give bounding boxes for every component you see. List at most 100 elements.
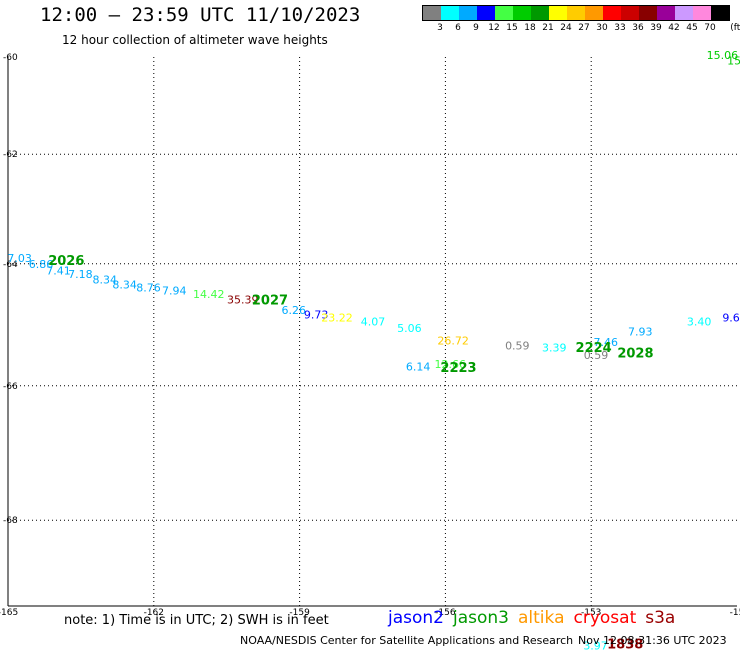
wave-height-value: 7.41 (46, 264, 71, 277)
latitude-labels: -60-62-64-66-68-70 (3, 53, 18, 526)
page-title: 12:00 – 23:59 UTC 11/10/2023 (40, 4, 361, 26)
lon-label: -159 (289, 608, 310, 618)
wave-height-value: 15 (727, 55, 740, 68)
map-grid (8, 57, 737, 606)
pass-id-label: 2026 (48, 254, 84, 269)
legend-swatch (477, 6, 495, 20)
wave-height-value: 12.66 (435, 358, 467, 371)
satellite-name: jason2 (388, 608, 444, 628)
satellite-legend: jason2 jason3 altika cryosat s3a (388, 608, 684, 628)
legend-swatch (549, 6, 567, 20)
footer-note: note: 1) Time is in UTC; 2) SWH is in fe… (64, 613, 329, 628)
satellite-name: cryosat (573, 608, 637, 628)
legend-swatch (621, 6, 639, 20)
legend-swatch (675, 6, 693, 20)
legend-swatch (585, 6, 603, 20)
wave-height-value: 6.86 (29, 258, 54, 271)
lat-label: -62 (3, 150, 18, 160)
wave-height-labels: 7.036.867.417.18 8.348.34 8.76 7.94 14.42 35.… (7, 49, 740, 650)
legend-label: 21 (542, 23, 554, 33)
wave-height-value: 4.07 (361, 316, 386, 329)
legend-swatch (459, 6, 477, 20)
legend-label: 12 (488, 23, 500, 33)
legend-label: 24 (560, 23, 572, 33)
legend-swatch (657, 6, 675, 20)
legend-swatch (441, 6, 459, 20)
wave-height-value: 0.59 (584, 349, 609, 362)
legend-label: 45 (686, 23, 698, 33)
legend-swatch (531, 6, 549, 20)
footer-credit: NOAA/NESDIS Center for Satellite Applica… (240, 634, 574, 647)
lon-label: -15 (730, 608, 740, 618)
pass-id-labels: 2026 2027 2223 2224 2028 1838 (48, 254, 653, 650)
pass-id-label: 2224 (576, 341, 612, 356)
wave-height-value: 8.34 (92, 274, 117, 287)
wave-height-value: 3.40 (687, 316, 712, 329)
longitude-labels: -165 -162 -159 -156 -153 -15 (0, 608, 740, 618)
legend-label: 15 (506, 23, 518, 33)
lat-label: -64 (3, 260, 18, 270)
wave-height-value: 23.22 (321, 311, 353, 324)
wave-height-value: 7.18 (68, 268, 93, 281)
wave-height-value: 3.97 (583, 639, 608, 650)
lat-label: -60 (3, 53, 18, 63)
wave-height-value: 0.59 (505, 340, 530, 353)
legend-label: 6 (455, 23, 461, 33)
legend-label: 18 (524, 23, 536, 33)
pass-id-label: 1838 (607, 637, 643, 650)
lon-label: -153 (581, 608, 601, 618)
legend-label: 3 (437, 23, 443, 33)
legend-label: 9 (473, 23, 479, 33)
wave-height-value: 15.06 (707, 49, 739, 62)
wave-height-value: 6.14 (406, 360, 431, 373)
wave-height-value: 26.72 (437, 335, 469, 348)
lat-label: -68 (3, 516, 18, 526)
legend-color-bar (422, 5, 730, 21)
legend-label: 39 (650, 23, 662, 33)
wave-height-value: 9.62 (722, 311, 740, 324)
lat-label: -66 (3, 382, 18, 392)
pass-id-label: 2223 (440, 361, 476, 376)
wave-height-value: 8.76 (136, 281, 161, 294)
wave-height-value: 7.03 (7, 252, 32, 265)
pass-id-label: 2028 (617, 347, 653, 362)
legend-swatch (603, 6, 621, 20)
legend-swatch (567, 6, 585, 20)
wave-height-value: 6.26 (282, 304, 307, 317)
wave-height-value: 7.46 (594, 336, 619, 349)
legend-swatch (423, 6, 441, 20)
legend-swatch (639, 6, 657, 20)
legend-label: 42 (668, 23, 680, 33)
legend-swatch (693, 6, 711, 20)
legend-label: 33 (614, 23, 626, 33)
legend-unit: (ft) (730, 23, 740, 33)
lon-label: -162 (144, 608, 164, 618)
lon-label: -165 (0, 608, 18, 618)
wave-height-value: 9.73 (304, 308, 329, 321)
wave-height-value: 5.06 (397, 322, 422, 335)
satellite-name: altika (518, 608, 565, 628)
legend-label: 27 (578, 23, 590, 33)
legend-label: 70 (704, 23, 716, 33)
wave-height-value: 3.39 (542, 342, 567, 355)
wave-height-value: 8.34 (112, 278, 137, 291)
wave-height-value: 14.42 (193, 288, 225, 301)
legend-label: 36 (632, 23, 644, 33)
footer-timestamp: Nov 12 08:31:36 UTC 2023 (578, 634, 727, 647)
legend-swatch (495, 6, 513, 20)
pass-id-label: 2027 (252, 293, 288, 308)
page-subtitle: 12 hour collection of altimeter wave hei… (62, 33, 328, 47)
legend-swatch (711, 6, 729, 20)
satellite-name: s3a (645, 608, 676, 628)
wave-height-value: 7.94 (162, 284, 187, 297)
wave-height-value: 7.93 (628, 325, 653, 338)
wave-height-value: 35.39 (227, 293, 259, 306)
legend-swatch (513, 6, 531, 20)
map-frame (7, 57, 737, 607)
satellite-name: jason3 (453, 608, 509, 628)
legend-label: 30 (596, 23, 608, 33)
lon-label: -156 (435, 608, 456, 618)
